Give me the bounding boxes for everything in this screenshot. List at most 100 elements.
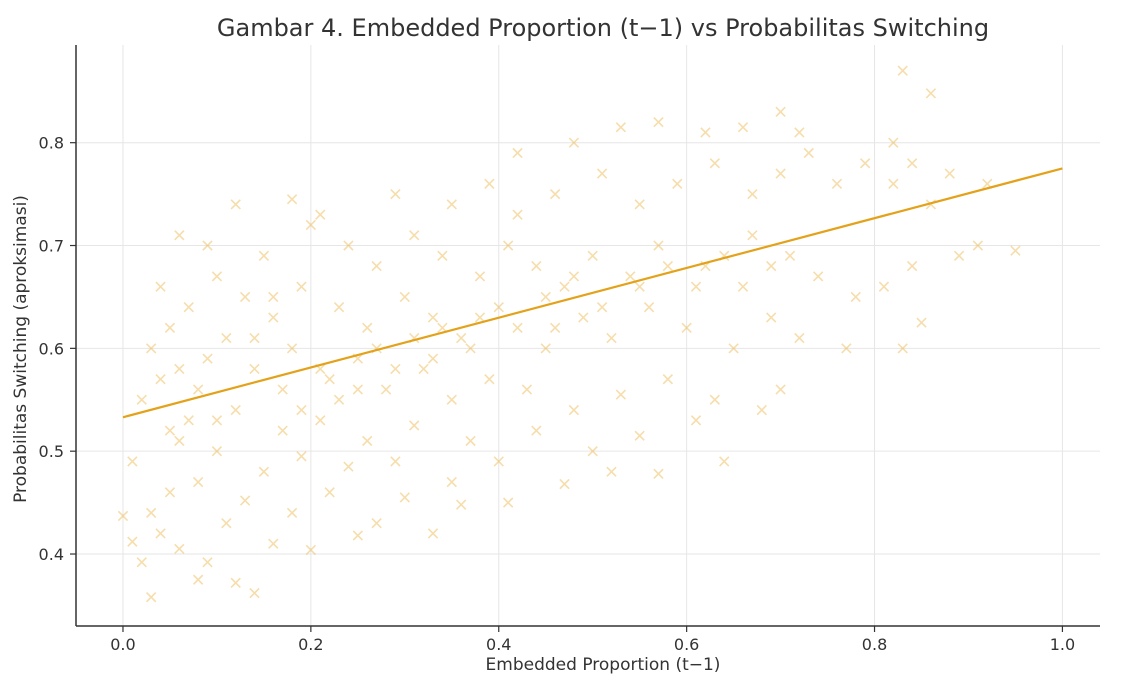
y-tick-label: 0.4 xyxy=(39,545,64,564)
x-axis-label: Embedded Proportion (t−1) xyxy=(486,655,721,675)
data-point xyxy=(549,188,561,200)
data-point xyxy=(653,116,664,128)
data-point xyxy=(587,446,598,457)
data-point xyxy=(315,209,326,220)
data-point xyxy=(484,178,495,189)
data-point xyxy=(775,106,786,118)
data-point xyxy=(568,404,580,416)
data-point xyxy=(305,219,317,231)
data-point xyxy=(230,199,241,210)
data-point xyxy=(258,250,270,261)
data-point xyxy=(239,495,251,506)
data-point xyxy=(465,343,476,354)
trend-line xyxy=(122,167,1063,419)
data-point xyxy=(728,343,739,354)
data-point xyxy=(371,260,382,272)
x-tick-label: 0.6 xyxy=(674,635,699,654)
data-point xyxy=(390,456,401,467)
data-point xyxy=(286,343,298,354)
data-point xyxy=(512,147,523,159)
data-point xyxy=(540,343,551,354)
data-point xyxy=(465,435,476,447)
data-point xyxy=(615,122,627,133)
data-point xyxy=(211,446,223,457)
data-point xyxy=(756,404,767,416)
data-point xyxy=(916,317,927,328)
data-point xyxy=(296,451,307,462)
data-point xyxy=(521,384,533,395)
data-point xyxy=(399,492,410,503)
x-tick-label: 0.4 xyxy=(486,635,511,654)
data-point xyxy=(596,302,608,313)
data-point xyxy=(615,389,627,400)
data-point xyxy=(897,343,908,354)
grid xyxy=(76,45,1100,626)
data-point xyxy=(333,394,345,405)
data-point xyxy=(371,518,382,529)
data-point xyxy=(192,476,204,488)
data-point xyxy=(559,281,570,292)
data-point xyxy=(174,543,185,555)
data-point xyxy=(192,574,204,585)
data-point xyxy=(117,510,129,522)
data-point xyxy=(794,127,805,138)
data-point xyxy=(737,281,749,292)
x-tick-label: 0.8 xyxy=(862,635,887,654)
data-point xyxy=(944,168,955,179)
data-point xyxy=(155,374,166,385)
data-point xyxy=(211,415,223,426)
data-point xyxy=(239,291,251,303)
data-point xyxy=(390,363,401,375)
data-point xyxy=(897,65,908,76)
axes xyxy=(75,45,1100,627)
data-point xyxy=(446,394,457,405)
data-point xyxy=(784,250,796,261)
data-point xyxy=(221,518,232,529)
data-point xyxy=(606,332,617,344)
data-point xyxy=(850,291,861,303)
data-point xyxy=(315,415,326,426)
data-point xyxy=(427,353,439,364)
data-point xyxy=(587,250,598,261)
data-point xyxy=(925,88,937,99)
data-point xyxy=(690,281,702,292)
data-point xyxy=(531,260,542,272)
y-tick-label: 0.8 xyxy=(39,134,64,153)
data-point xyxy=(709,394,720,405)
data-point xyxy=(409,420,420,431)
data-point xyxy=(568,137,580,148)
data-point xyxy=(268,312,279,323)
data-point xyxy=(841,343,852,354)
data-point xyxy=(549,322,561,333)
data-point xyxy=(202,557,213,568)
data-point xyxy=(568,271,580,282)
data-point xyxy=(681,322,692,333)
data-point xyxy=(249,332,260,344)
chart-title: Gambar 4. Embedded Proportion (t−1) vs P… xyxy=(217,14,989,42)
data-point xyxy=(362,322,373,333)
data-point xyxy=(164,322,176,333)
data-point xyxy=(286,507,298,519)
data-point xyxy=(606,466,617,477)
data-point xyxy=(719,456,730,467)
data-point xyxy=(484,374,495,385)
y-tick-label: 0.5 xyxy=(39,442,64,461)
data-point xyxy=(578,312,589,323)
data-point xyxy=(437,250,448,261)
data-point xyxy=(183,302,194,313)
data-point xyxy=(859,158,871,169)
data-point xyxy=(747,230,758,241)
data-point xyxy=(145,592,157,603)
data-point xyxy=(164,487,176,498)
data-point xyxy=(672,178,683,189)
data-point xyxy=(540,291,551,303)
data-point xyxy=(136,557,147,568)
data-point xyxy=(812,271,824,282)
data-point xyxy=(305,544,317,556)
data-point xyxy=(145,343,157,354)
data-point xyxy=(286,194,298,205)
data-point xyxy=(230,404,241,416)
data-point xyxy=(634,430,645,441)
data-point xyxy=(512,322,523,333)
